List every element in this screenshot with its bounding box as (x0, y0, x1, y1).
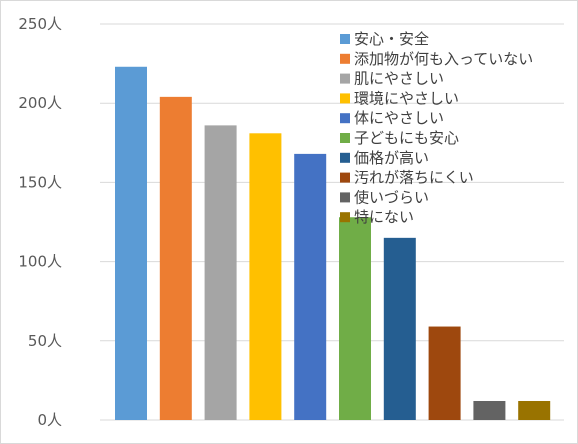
legend: 安心・安全添加物が何も入っていない肌にやさしい環境にやさしい体にやさしい子どもに… (340, 30, 533, 226)
legend-label: 添加物が何も入っていない (354, 50, 533, 68)
legend-swatch (340, 133, 350, 143)
legend-label: 安心・安全 (354, 30, 429, 48)
bar-7 (383, 237, 416, 420)
legend-swatch (340, 53, 350, 64)
legend-swatch (340, 172, 350, 183)
y-tick-label: 50人 (28, 332, 62, 350)
legend-label: 肌にやさしい (354, 70, 444, 88)
legend-label: 環境にやさしい (354, 89, 459, 107)
y-tick-label: 250人 (18, 15, 62, 33)
bar-1 (115, 66, 147, 420)
legend-swatch (340, 34, 350, 44)
bar-2 (159, 96, 192, 420)
legend-swatch (340, 212, 350, 223)
legend-label: 使いづらい (354, 188, 429, 206)
y-tick-label: 100人 (18, 253, 62, 271)
y-axis: 0人 50人 100人 150人 200人 250人 (18, 15, 62, 429)
legend-label: 特にない (354, 208, 414, 226)
legend-swatch (340, 73, 350, 84)
bar-5 (294, 153, 327, 420)
legend-swatch (340, 152, 350, 163)
legend-label: 子どもにも安心 (354, 129, 459, 147)
legend-swatch (340, 113, 350, 124)
bar-4 (249, 133, 282, 420)
legend-label: 価格が高い (354, 149, 429, 167)
bars (115, 66, 551, 420)
y-tick-label: 0人 (37, 411, 62, 429)
y-tick-label: 150人 (18, 173, 62, 191)
bar-6 (339, 217, 371, 420)
y-tick-label: 200人 (18, 94, 62, 112)
legend-label: 体にやさしい (354, 109, 444, 127)
legend-swatch (340, 93, 350, 104)
bar-9 (473, 400, 506, 420)
legend-label: 汚れが落ちにくい (354, 169, 474, 187)
bar-3 (204, 125, 237, 420)
legend-swatch (340, 192, 350, 203)
bar-8 (428, 326, 461, 420)
bar-10 (518, 400, 551, 420)
